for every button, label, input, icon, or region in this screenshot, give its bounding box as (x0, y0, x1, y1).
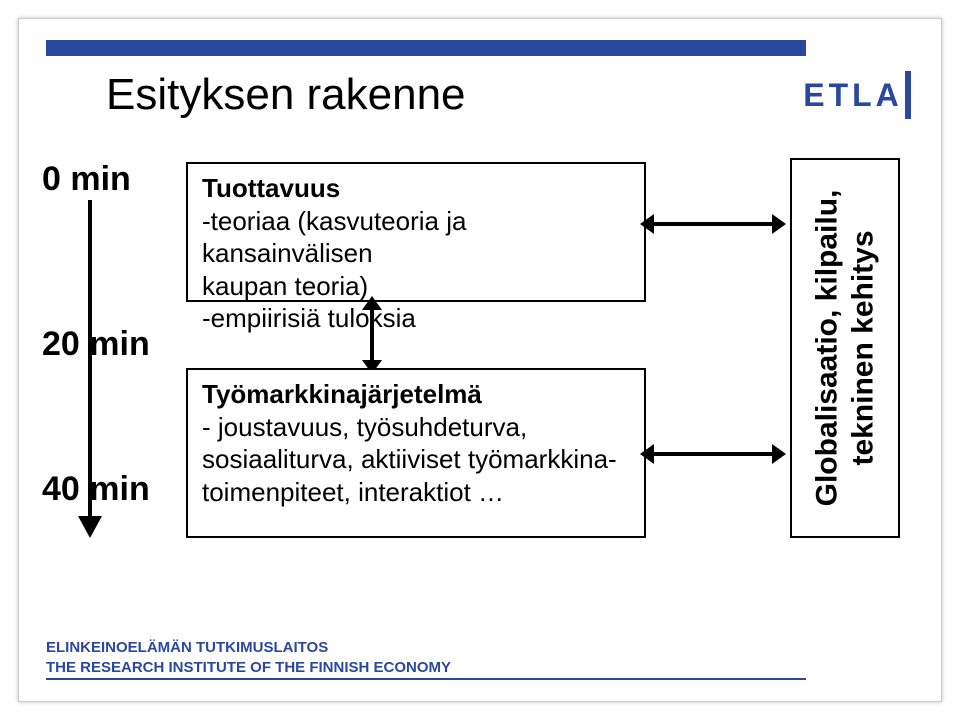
box2-line3: sosiaaliturva, aktiiviset työmarkkina- (202, 443, 630, 476)
footer-rule (46, 678, 806, 680)
box2-line4: toimenpiteet, interaktiot … (202, 476, 630, 509)
box2-line2: - joustavuus, työsuhdeturva, (202, 411, 630, 444)
box1-title: Tuottavuus (202, 172, 630, 205)
slide-title: Esityksen rakenne (106, 70, 466, 120)
timeline-label-40: 40 min (42, 470, 150, 509)
context-line2: tekninen kehitys (846, 230, 879, 465)
box1-line2: -teoriaa (kasvuteoria ja kansainvälisen (202, 205, 630, 270)
context-line1: Globalisaatio, kilpailu, (810, 190, 843, 507)
logo-text: ETLA (803, 77, 903, 114)
logo-accent-bar (905, 71, 911, 119)
connector-h2-shaft (646, 452, 776, 456)
box1-line4: -empiirisiä tuloksia (202, 302, 630, 335)
timeline-label-20: 20 min (42, 325, 150, 364)
topic-box-labourmarket: Työmarkkinajärjetelmä - joustavuus, työs… (186, 368, 646, 538)
box2-title: Työmarkkinajärjetelmä (202, 378, 630, 411)
connector-vertical-shaft (370, 302, 374, 368)
header-bar (46, 40, 806, 56)
timeline-label-0: 0 min (42, 160, 131, 199)
timeline-arrow-head (78, 516, 102, 538)
brand-logo: ETLA (802, 68, 912, 122)
box1-line3: kaupan teoria) (202, 270, 630, 303)
connector-h2-head-left (640, 444, 654, 464)
timeline-arrow-shaft (88, 200, 92, 520)
connector-h1-head-left (640, 214, 654, 234)
connector-vertical-head-up (362, 296, 382, 310)
connector-h1-head-right (772, 214, 786, 234)
context-box-text: Globalisaatio, kilpailu, tekninen kehity… (809, 190, 881, 507)
topic-box-productivity: Tuottavuus -teoriaa (kasvuteoria ja kans… (186, 162, 646, 302)
connector-h2-head-right (772, 444, 786, 464)
footer-line2: THE RESEARCH INSTITUTE OF THE FINNISH EC… (46, 659, 451, 676)
context-box-globalisation: Globalisaatio, kilpailu, tekninen kehity… (790, 158, 900, 538)
footer-line1: ELINKEINOELÄMÄN TUTKIMUSLAITOS (46, 639, 328, 656)
connector-h1-shaft (646, 222, 776, 226)
